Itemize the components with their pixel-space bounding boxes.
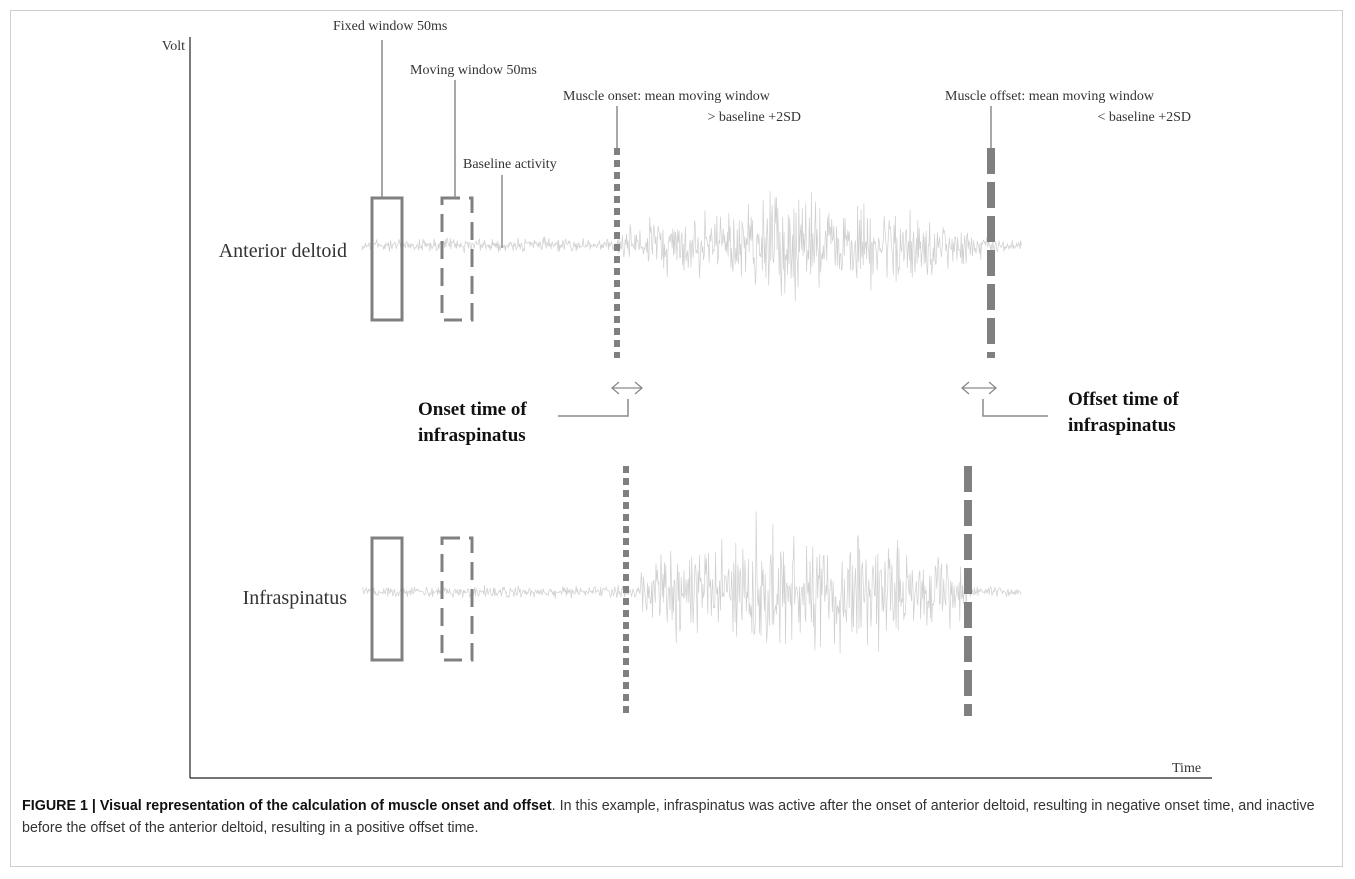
signal-label-infraspinatus: Infraspinatus	[243, 587, 348, 609]
onset-rule-line2: > baseline +2SD	[707, 110, 801, 125]
moving-window-box-deltoid	[440, 196, 474, 322]
moving-window-label: Moving window 50ms	[410, 63, 537, 78]
x-axis-label: Time	[1172, 761, 1201, 776]
leader-offset-time	[982, 399, 1048, 417]
y-axis-label: Volt	[162, 39, 185, 54]
emg-traces	[361, 191, 1022, 654]
offset-time-arrow	[961, 381, 997, 395]
onset-time-arrow	[611, 381, 643, 395]
leader-onset-time	[558, 399, 629, 417]
caption-label: FIGURE 1 | Visual representation of the …	[22, 798, 552, 814]
fixed-window-box-deltoid	[370, 196, 404, 322]
fixed-window-box-infraspinatus	[370, 536, 404, 662]
baseline-label: Baseline activity	[463, 157, 557, 172]
onset-time-label-line2: infraspinatus	[418, 425, 526, 446]
offset-time-label-line2: infraspinatus	[1068, 415, 1176, 436]
figure-frame	[10, 10, 1343, 867]
offset-rule-line1: Muscle offset: mean moving window	[945, 89, 1155, 104]
moving-window-box-infraspinatus	[440, 536, 474, 662]
emg-trace-infraspinatus	[361, 511, 1022, 654]
signal-label-anterior-deltoid: Anterior deltoid	[219, 240, 347, 262]
emg-trace-anterior-deltoid	[361, 191, 1022, 302]
leader-lines	[381, 40, 1048, 417]
fixed-window-label: Fixed window 50ms	[333, 19, 447, 34]
onset-rule-line1: Muscle onset: mean moving window	[563, 89, 771, 104]
emg-diagram: Volt Time Anterior deltoid Infraspinatus	[162, 19, 1212, 779]
caption-text: . In this example, infraspinatus was act…	[22, 798, 1315, 836]
offset-time-label-line1: Offset time of	[1068, 389, 1179, 410]
figure-caption: FIGURE 1 | Visual representation of the …	[22, 795, 1332, 839]
onset-time-label-line1: Onset time of	[418, 399, 527, 420]
offset-rule-line2: < baseline +2SD	[1097, 110, 1191, 125]
